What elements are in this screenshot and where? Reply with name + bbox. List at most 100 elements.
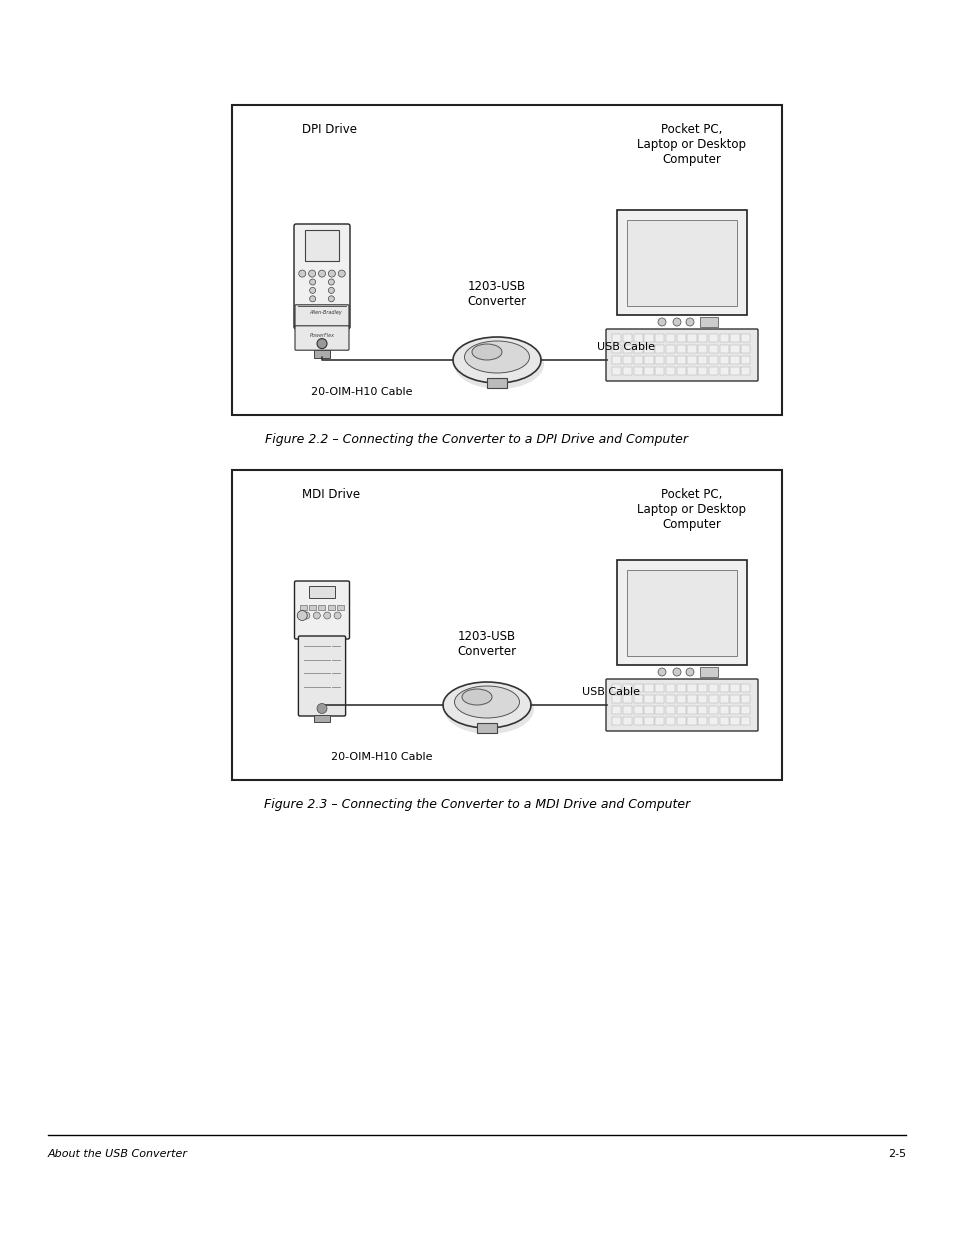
Bar [655,695,663,703]
Bar [700,317,718,327]
Bar [740,695,750,703]
Text: Figure 2.2 – Connecting the Converter to a DPI Drive and Computer: Figure 2.2 – Connecting the Converter to… [265,433,688,446]
Bar [719,367,728,375]
Bar [612,695,620,703]
Ellipse shape [443,684,534,734]
Bar [665,706,675,714]
Bar [708,356,718,364]
FancyBboxPatch shape [294,326,349,351]
Bar [633,356,642,364]
Bar [698,356,707,364]
Circle shape [672,668,680,676]
Bar [643,718,653,725]
Ellipse shape [454,685,519,718]
Bar [612,333,620,342]
Bar [655,367,663,375]
Bar [309,585,335,598]
Bar [676,706,685,714]
Circle shape [328,279,334,285]
Bar [655,333,663,342]
FancyBboxPatch shape [617,559,746,664]
Bar [676,333,685,342]
Bar [612,345,620,353]
Bar [676,367,685,375]
Text: DPI Drive: DPI Drive [302,124,356,136]
Bar [730,695,739,703]
Text: MDI Drive: MDI Drive [302,488,359,501]
Text: Pocket PC,
Laptop or Desktop
Computer: Pocket PC, Laptop or Desktop Computer [637,488,745,531]
Bar [612,367,620,375]
Bar [633,684,642,692]
Ellipse shape [464,341,529,373]
Bar [719,718,728,725]
FancyBboxPatch shape [294,224,350,329]
FancyBboxPatch shape [617,210,746,315]
Bar [612,718,620,725]
Text: 2-5: 2-5 [887,1149,905,1158]
Bar [665,695,675,703]
Bar [719,706,728,714]
Bar [698,367,707,375]
FancyBboxPatch shape [605,329,758,382]
Bar [655,684,663,692]
Bar [719,684,728,692]
Text: Pocket PC,
Laptop or Desktop
Computer: Pocket PC, Laptop or Desktop Computer [637,124,745,165]
Bar [627,571,736,656]
Bar [665,684,675,692]
Text: 20-OIM-H10 Cable: 20-OIM-H10 Cable [311,387,413,396]
Bar [643,333,653,342]
Bar [719,345,728,353]
Text: 1203-USB
Converter: 1203-USB Converter [467,280,526,308]
Bar [730,367,739,375]
Text: About the USB Converter: About the USB Converter [48,1149,188,1158]
Bar [698,718,707,725]
Bar [719,333,728,342]
Circle shape [316,338,327,348]
Bar [643,695,653,703]
Text: 1203-USB
Converter: 1203-USB Converter [456,630,516,658]
Bar [708,333,718,342]
Bar [643,356,653,364]
Bar [314,715,330,721]
Circle shape [672,317,680,326]
Bar [698,706,707,714]
Bar [740,345,750,353]
Bar [665,333,675,342]
Bar [633,367,642,375]
Circle shape [328,296,334,301]
Ellipse shape [472,345,501,359]
Bar [665,345,675,353]
Bar [622,706,632,714]
Bar [336,604,344,610]
Bar [740,356,750,364]
Bar [730,684,739,692]
Bar [655,718,663,725]
Bar [232,105,781,415]
Bar [698,345,707,353]
Circle shape [328,288,334,294]
Bar [232,471,781,781]
Bar [676,695,685,703]
Circle shape [316,704,327,714]
Bar [643,706,653,714]
Bar [486,378,506,388]
Circle shape [298,270,305,277]
Ellipse shape [453,337,540,383]
Bar [655,345,663,353]
Bar [700,667,718,677]
Bar [687,333,696,342]
Circle shape [297,610,307,620]
Bar [665,718,675,725]
Bar [622,718,632,725]
Text: PowerFlex: PowerFlex [309,332,335,337]
Bar [698,695,707,703]
Bar [698,684,707,692]
Bar [665,367,675,375]
FancyBboxPatch shape [605,679,758,731]
Bar [622,695,632,703]
Circle shape [313,613,320,619]
Ellipse shape [461,689,492,705]
FancyBboxPatch shape [294,305,349,327]
Bar [708,367,718,375]
Circle shape [303,613,310,619]
